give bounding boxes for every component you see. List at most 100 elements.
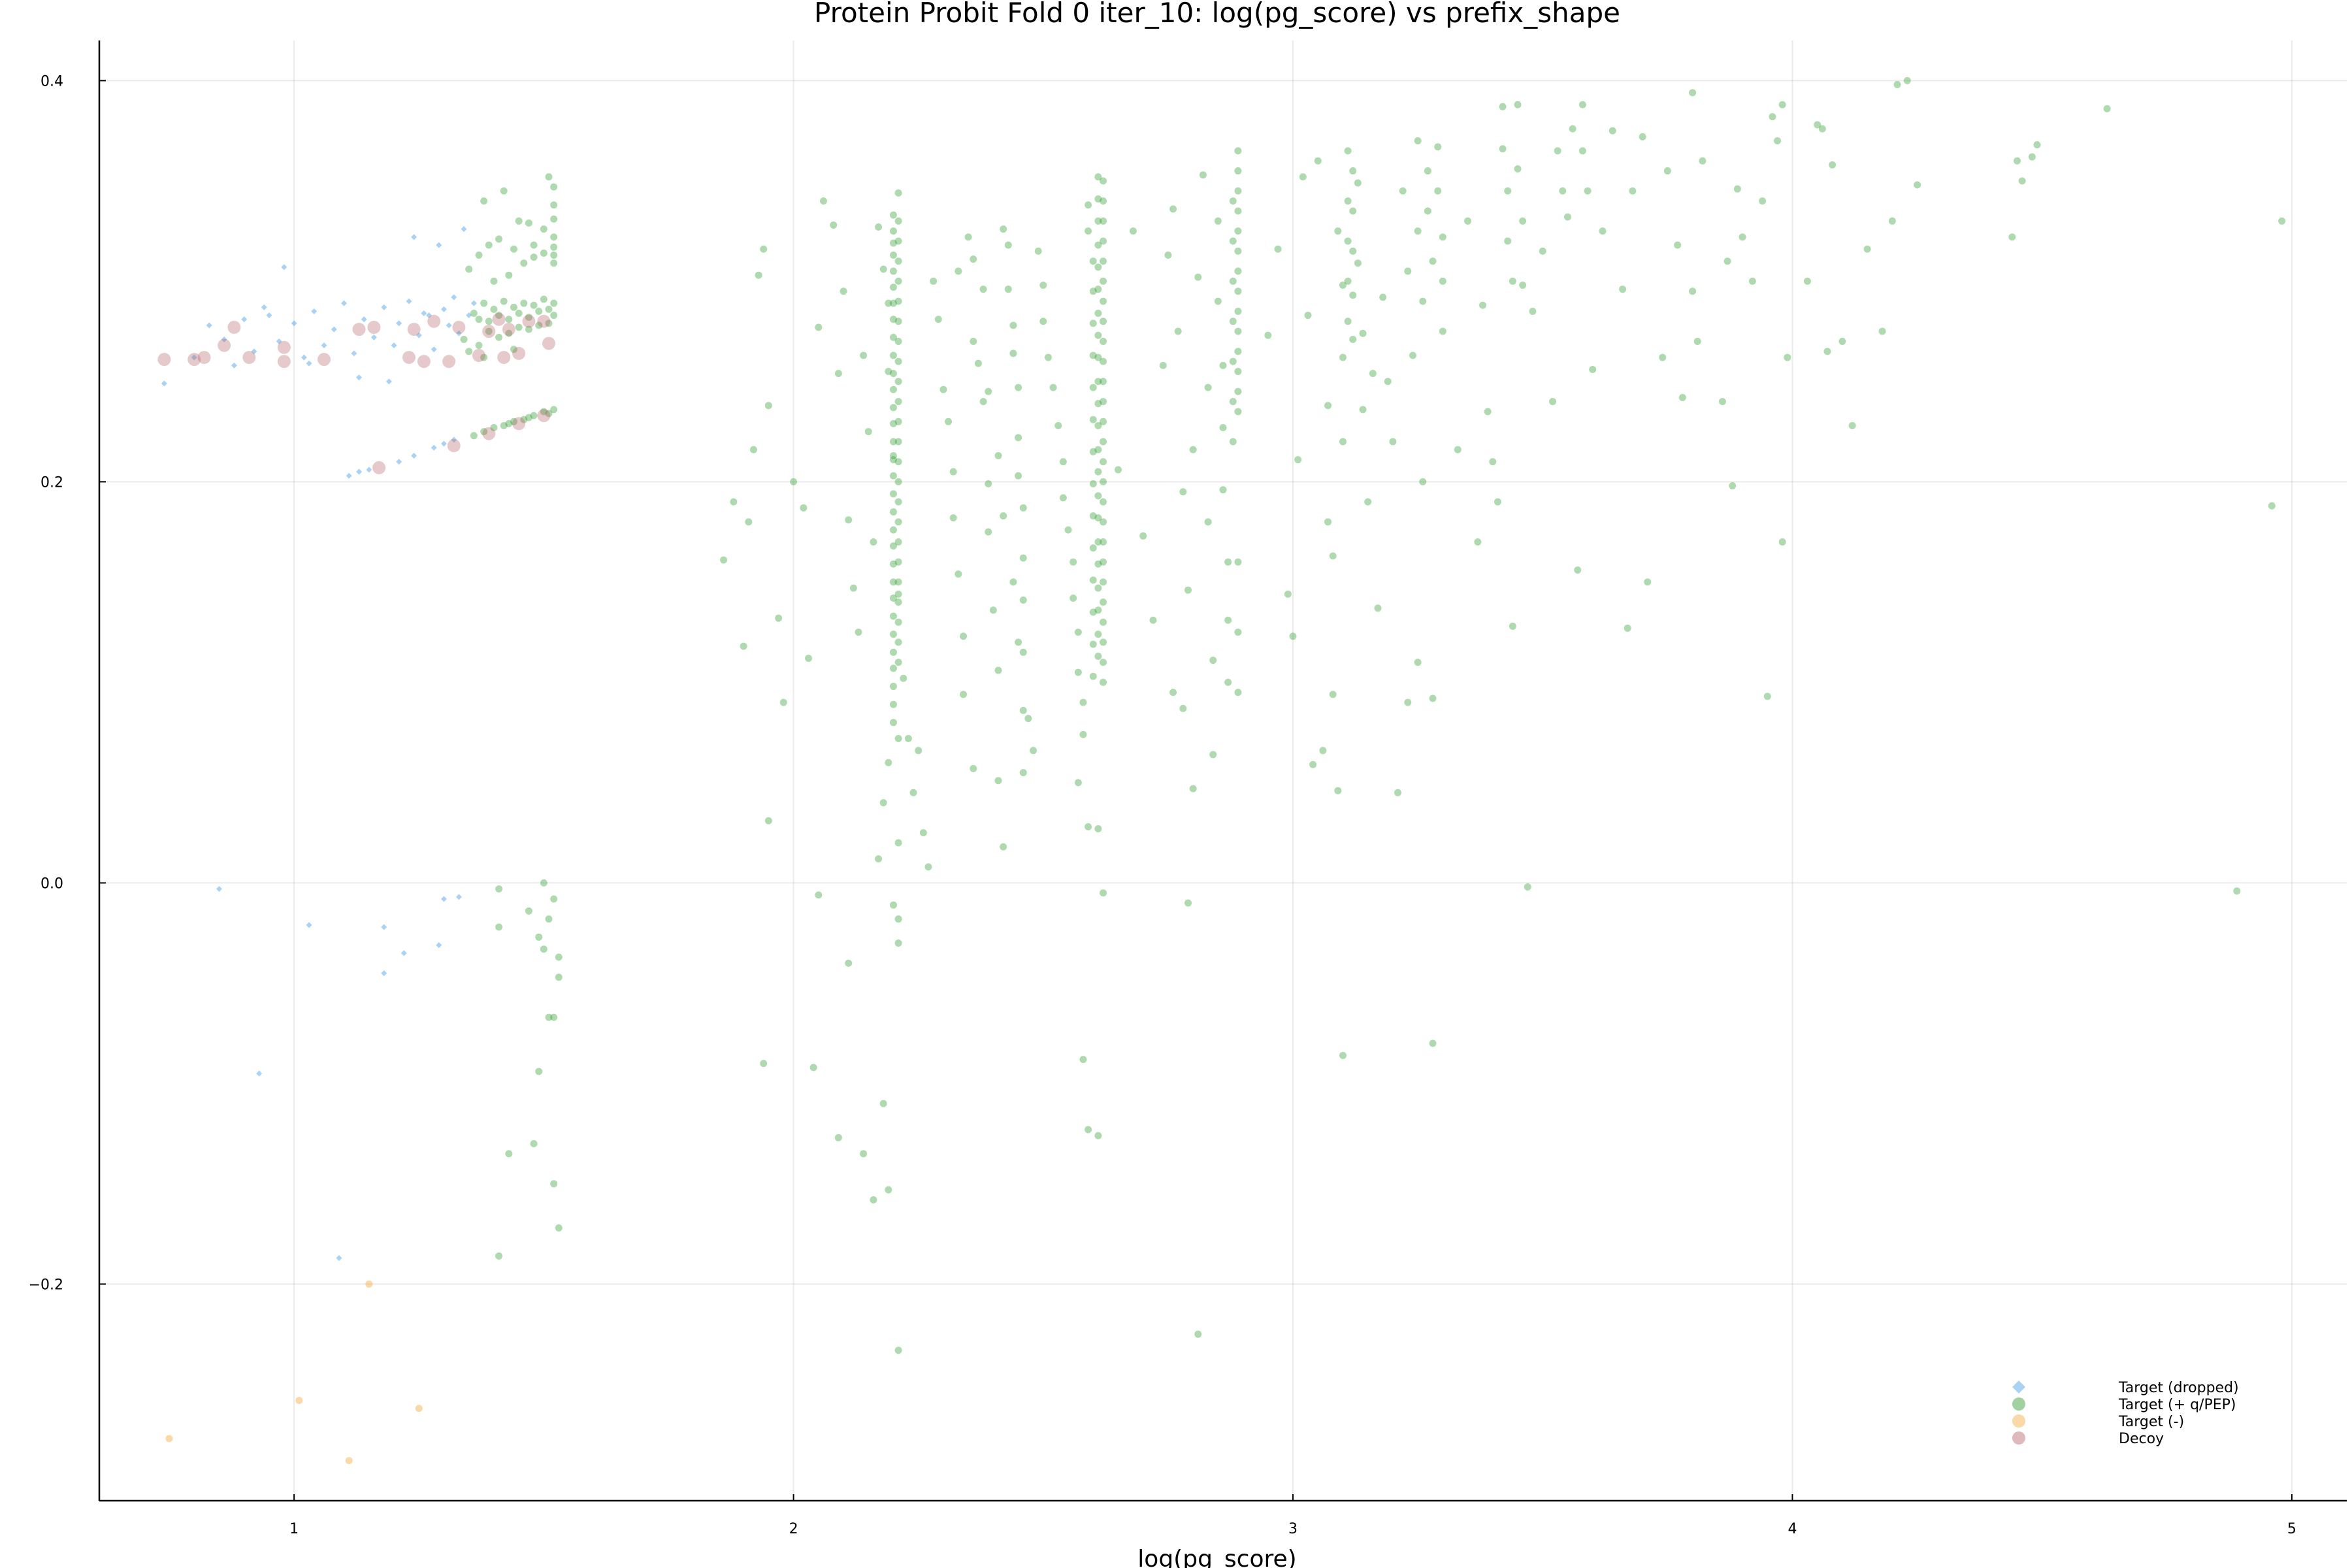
point-target-q-pep xyxy=(1729,482,1737,490)
point-target-q-pep xyxy=(1194,1330,1202,1338)
point-target xyxy=(295,1396,303,1404)
point-target-q-pep xyxy=(894,939,902,947)
point-target-q-pep xyxy=(540,879,547,887)
point-target-q-pep xyxy=(1089,257,1097,265)
point-target-q-pep xyxy=(480,197,488,205)
point-target-q-pep xyxy=(894,518,902,526)
point-target-q-pep xyxy=(1624,625,1631,632)
x-tick-label: 3 xyxy=(1288,1521,1298,1537)
point-target-q-pep xyxy=(540,295,547,303)
point-target-q-pep xyxy=(495,923,503,931)
point-target-q-pep xyxy=(1589,365,1597,373)
point-target-dropped xyxy=(411,453,417,459)
point-target-q-pep xyxy=(1234,147,1242,155)
point-target-q-pep xyxy=(1234,689,1242,696)
point-target-q-pep xyxy=(1094,468,1102,476)
point-target-q-pep xyxy=(1199,171,1207,179)
point-target-dropped xyxy=(366,466,372,473)
point-target-q-pep xyxy=(1424,167,1431,175)
point-target-dropped xyxy=(361,316,367,323)
point-target-q-pep xyxy=(764,817,772,825)
point-target-q-pep xyxy=(1094,378,1102,385)
point-target-q-pep xyxy=(894,237,902,245)
point-target-dropped xyxy=(356,468,363,475)
point-target-q-pep xyxy=(1094,560,1102,568)
point-target-q-pep xyxy=(1818,125,1826,133)
point-target-q-pep xyxy=(1878,327,1886,335)
point-target-q-pep xyxy=(1100,618,1107,626)
point-target xyxy=(165,1435,173,1443)
point-target-q-pep xyxy=(1359,406,1367,414)
point-target-q-pep xyxy=(1234,408,1242,416)
point-target-q-pep xyxy=(1234,287,1242,295)
point-target-q-pep xyxy=(475,316,483,323)
point-target-q-pep xyxy=(894,277,902,285)
point-target-q-pep xyxy=(1219,424,1227,432)
point-target-q-pep xyxy=(1015,472,1022,480)
point-target-q-pep xyxy=(1389,438,1397,446)
point-target-q-pep xyxy=(1718,398,1726,406)
point-target-q-pep xyxy=(1100,889,1107,897)
point-target-q-pep xyxy=(1089,640,1097,648)
point-target-q-pep xyxy=(1100,417,1107,425)
point-target-q-pep xyxy=(815,323,823,331)
point-target-q-pep xyxy=(720,556,728,564)
point-target-q-pep xyxy=(894,378,902,385)
point-target-dropped xyxy=(311,308,318,314)
point-target-q-pep xyxy=(550,1013,558,1021)
point-target-q-pep xyxy=(1424,207,1431,215)
point-target-q-pep xyxy=(1539,247,1546,255)
point-target-q-pep xyxy=(1439,327,1446,335)
point-target-q-pep xyxy=(1149,616,1157,624)
point-target-q-pep xyxy=(550,251,558,259)
point-target-q-pep xyxy=(1094,584,1102,592)
point-target-dropped xyxy=(431,444,437,451)
point-target-q-pep xyxy=(1214,217,1222,225)
point-target-q-pep xyxy=(510,346,517,353)
point-target-q-pep xyxy=(889,508,897,515)
point-target-q-pep xyxy=(1089,512,1097,520)
point-target-q-pep xyxy=(1100,598,1107,606)
point-target-q-pep xyxy=(945,417,953,425)
legend-label-decoy: Decoy xyxy=(2119,1431,2164,1447)
point-target-dropped xyxy=(436,242,442,248)
point-target-q-pep xyxy=(1344,277,1352,285)
point-target-q-pep xyxy=(1174,327,1182,335)
point-decoy xyxy=(372,461,386,474)
point-target-dropped xyxy=(421,310,427,317)
point-target-q-pep xyxy=(1599,227,1607,235)
point-target-q-pep xyxy=(1100,318,1107,325)
point-decoy xyxy=(447,439,461,453)
point-target-q-pep xyxy=(1504,237,1512,245)
point-target-q-pep xyxy=(1085,201,1092,209)
point-target-q-pep xyxy=(889,719,897,727)
point-target-q-pep xyxy=(550,299,558,307)
point-target-dropped xyxy=(431,346,437,353)
point-target-q-pep xyxy=(1039,282,1047,289)
point-target-q-pep xyxy=(894,417,902,425)
point-target-q-pep xyxy=(1184,586,1192,594)
point-target-q-pep xyxy=(1334,787,1342,794)
point-decoy xyxy=(277,340,291,354)
point-target-q-pep xyxy=(1823,348,1831,355)
point-target-q-pep xyxy=(1354,179,1362,187)
point-target-q-pep xyxy=(1034,247,1042,255)
point-target-q-pep xyxy=(550,215,558,223)
point-target-q-pep xyxy=(1394,789,1402,796)
point-target-q-pep xyxy=(550,1180,558,1188)
point-target-dropped xyxy=(291,320,297,327)
point-target-q-pep xyxy=(515,310,523,318)
x-axis-title: log(pg_score) xyxy=(1137,1546,1296,1568)
point-target-dropped xyxy=(436,942,442,949)
point-target-q-pep xyxy=(1094,1132,1102,1139)
point-target-q-pep xyxy=(889,333,897,341)
point-target-q-pep xyxy=(1094,514,1102,522)
point-target-q-pep xyxy=(1344,147,1352,155)
point-target-q-pep xyxy=(894,478,902,485)
point-target-q-pep xyxy=(1863,245,1871,253)
point-target-dropped xyxy=(461,226,467,233)
point-target-q-pep xyxy=(889,490,897,498)
point-target-q-pep xyxy=(1339,353,1347,361)
